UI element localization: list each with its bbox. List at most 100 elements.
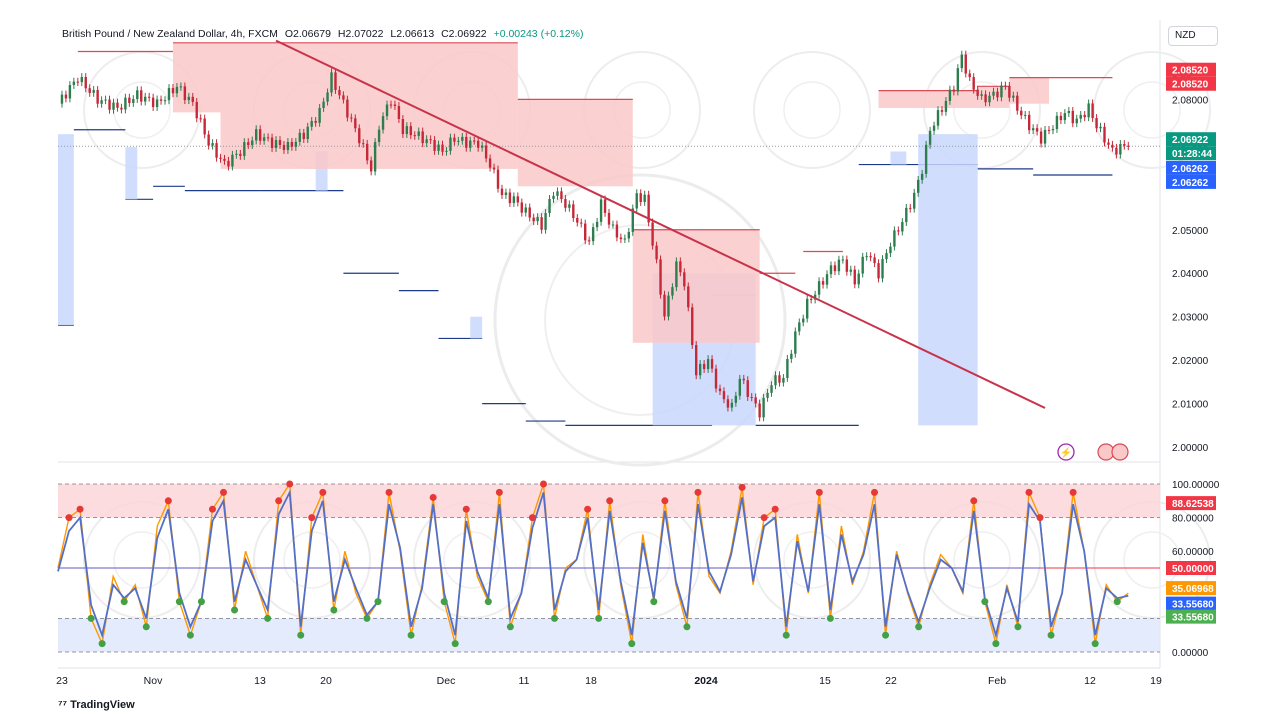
candle-body: [421, 131, 424, 144]
candle-body: [80, 77, 83, 83]
candle-body: [298, 132, 302, 142]
oversold-dot: [330, 606, 338, 614]
candle-body: [310, 120, 313, 127]
candle-body: [564, 198, 567, 208]
oversold-dot: [595, 614, 603, 622]
candle-body: [211, 143, 214, 146]
candle-body: [1095, 118, 1098, 129]
overbought-dot: [495, 488, 503, 496]
candle-body: [548, 198, 551, 214]
oversold-band: [58, 618, 1160, 652]
candle-body: [920, 173, 924, 180]
candle-body: [401, 119, 405, 135]
candle-body: [235, 153, 238, 155]
candle-body: [274, 140, 278, 149]
candle-body: [417, 131, 420, 136]
candle-body: [940, 110, 944, 112]
osc-label-text: 88.62538: [1172, 499, 1214, 510]
osc-d-line: [57, 489, 1129, 639]
candle-body: [1123, 144, 1126, 146]
overbought-dot: [275, 497, 283, 505]
candle-body: [873, 257, 876, 264]
watermark-seal-inner: [113, 81, 171, 139]
support-zone: [470, 316, 483, 339]
candle-body: [532, 217, 535, 222]
candle-body: [389, 104, 393, 106]
candle-body: [980, 94, 983, 96]
candle-body: [155, 99, 159, 108]
osc-label-box: [1166, 609, 1216, 624]
candle-body: [167, 88, 171, 101]
candle-body: [504, 192, 508, 196]
candle-body: [889, 246, 892, 254]
price-label-text: 2.06922: [1172, 135, 1209, 146]
watermark-seal-inner: [113, 531, 171, 589]
symbol-title: British Pound / New Zealand Dollar, 4h, …: [62, 28, 278, 40]
resistance-zone: [878, 90, 978, 109]
candle-body: [140, 90, 143, 102]
candle-body: [433, 140, 436, 151]
watermark-seal-inner: [953, 531, 1011, 589]
candle-body: [936, 110, 940, 126]
overbought-dot: [970, 497, 978, 505]
candle-body: [457, 140, 460, 142]
candle-body: [786, 358, 789, 378]
oversold-dot: [264, 614, 272, 622]
candle-body: [964, 54, 967, 74]
candle-body: [469, 140, 472, 148]
candle-body: [377, 129, 381, 143]
candle-body: [318, 107, 321, 123]
candle-body: [821, 281, 825, 285]
candle-body: [584, 223, 587, 241]
watermark-seal-inner: [1123, 531, 1181, 589]
candle-body: [520, 202, 523, 213]
candle-body: [1079, 114, 1082, 119]
candle-body: [1031, 128, 1035, 131]
oversold-dot: [650, 598, 658, 606]
candle-body: [191, 96, 194, 102]
brand-name: TradingView: [70, 699, 135, 711]
time-tick-label: 13: [254, 675, 266, 687]
candle-body: [425, 139, 428, 144]
candle-body: [607, 212, 611, 225]
candle-body: [849, 269, 853, 272]
candle-body: [429, 139, 432, 141]
resistance-zone: [517, 99, 633, 187]
symbol-header: British Pound / New Zealand Dollar, 4h, …: [62, 28, 587, 40]
candle-body: [837, 259, 841, 272]
oversold-dot: [826, 614, 834, 622]
overbought-dot: [871, 488, 879, 496]
candle-body: [916, 179, 920, 193]
candle-body: [572, 204, 575, 218]
price-tick-label: 2.02000: [1172, 356, 1209, 367]
time-tick-label: 18: [585, 675, 597, 687]
oversold-dot: [782, 631, 790, 639]
candle-body: [924, 144, 928, 174]
oversold-dot: [98, 640, 106, 648]
overbought-dot: [220, 488, 228, 496]
overbought-dot: [308, 514, 316, 522]
overbought-dot: [760, 514, 768, 522]
candle-body: [116, 102, 119, 108]
candle-body: [147, 96, 151, 98]
time-tick-label: 23: [56, 675, 68, 687]
ohlc-change: +0.00243 (+0.12%): [493, 28, 584, 40]
support-zone-anchor: [260, 191, 315, 195]
candle-body: [825, 274, 829, 285]
candle-body: [568, 204, 571, 208]
price-label-text: 2.06262: [1172, 164, 1209, 175]
candle-body: [861, 256, 864, 274]
oversold-dot: [175, 598, 183, 606]
candle-body: [136, 90, 139, 100]
time-tick-label: 19: [1150, 675, 1162, 687]
candle-body: [270, 137, 274, 149]
candle-body: [611, 224, 615, 226]
candle-body: [413, 135, 416, 137]
currency-button[interactable]: NZD: [1168, 26, 1218, 46]
support-zone: [58, 134, 74, 326]
resistance-zone: [220, 42, 518, 169]
price-tick-label: 2.04000: [1172, 269, 1209, 280]
candle-body: [845, 259, 849, 272]
tradingview-logo[interactable]: ⁷⁷ TradingView: [58, 699, 135, 711]
